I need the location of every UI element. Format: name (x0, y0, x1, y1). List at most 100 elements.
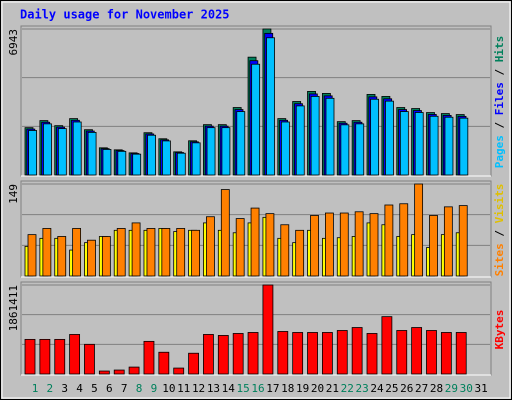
x-tick-label: 11 (177, 382, 190, 395)
bar (355, 123, 365, 176)
x-tick-label: 13 (207, 382, 220, 395)
x-tick-label: 10 (162, 382, 175, 395)
bar (220, 189, 230, 277)
bar (131, 222, 141, 277)
bar (310, 215, 319, 277)
bar (351, 327, 363, 375)
bar (429, 215, 438, 277)
bar (414, 112, 424, 176)
x-tick-label: 7 (121, 382, 128, 395)
bar (158, 351, 170, 375)
bar (132, 153, 142, 176)
bar (113, 369, 125, 375)
bar (72, 228, 82, 277)
bar (340, 124, 350, 176)
x-tick-label: 17 (266, 382, 279, 395)
legend-separator: / (493, 115, 506, 135)
legend-separator: / (493, 62, 506, 82)
x-tick-label: 5 (91, 382, 98, 395)
bar (42, 228, 52, 277)
x-tick-label: 3 (61, 382, 68, 395)
bar (87, 239, 96, 277)
x-tick-label: 27 (415, 382, 428, 395)
x-tick-label: 19 (296, 382, 309, 395)
x-tick-label: 28 (430, 382, 443, 395)
bar (102, 149, 112, 176)
x-tick-label: 8 (136, 382, 143, 395)
bar (24, 338, 36, 375)
bar (87, 131, 97, 176)
bar (57, 128, 67, 176)
bar (370, 98, 380, 176)
bar (354, 211, 364, 277)
bar (444, 116, 454, 176)
bar (147, 134, 156, 176)
bar (277, 331, 289, 375)
bar (188, 352, 199, 375)
bar (235, 218, 245, 277)
bar (116, 228, 126, 277)
y-tick-label: 1861411 (7, 285, 20, 331)
bar (266, 37, 275, 176)
bar (84, 343, 95, 375)
bar (57, 236, 67, 277)
bar (440, 332, 452, 375)
bar (366, 333, 378, 375)
x-tick-label: 31 (474, 382, 487, 395)
bar (143, 340, 155, 375)
x-tick-label: 24 (370, 382, 384, 395)
bar (146, 228, 156, 277)
bar (203, 334, 214, 375)
bar (101, 236, 111, 277)
bar (251, 63, 261, 176)
bar (128, 366, 140, 375)
bar (176, 152, 186, 176)
bar (250, 207, 260, 277)
x-tick-label: 14 (222, 382, 236, 395)
bar (236, 111, 246, 176)
bar (72, 121, 82, 176)
bar (325, 97, 335, 176)
x-tick-label: 18 (281, 382, 294, 395)
bar (381, 316, 393, 375)
x-tick-label: 12 (192, 382, 205, 395)
bar (191, 142, 201, 176)
bar (396, 330, 408, 375)
bar (176, 228, 186, 277)
bar (384, 204, 394, 277)
legend-entry: KBytes (493, 310, 506, 350)
legend-separator: / (493, 223, 506, 243)
x-tick-label: 30 (460, 382, 473, 395)
legend: Pages / Files / Hits (493, 36, 506, 169)
bar (69, 334, 81, 375)
y-tick-label: 149 (7, 184, 20, 204)
bar (221, 127, 231, 176)
x-tick-label: 22 (341, 382, 354, 395)
bar (429, 115, 439, 176)
bar (339, 212, 349, 277)
x-tick-label: 21 (326, 382, 339, 395)
bar (206, 216, 215, 277)
bar (321, 332, 333, 375)
legend-entry: Visits (493, 184, 506, 224)
x-tick-label: 23 (356, 382, 369, 395)
legend-entry: Hits (493, 36, 506, 63)
bar (426, 330, 437, 375)
bar (206, 127, 216, 176)
x-tick-label: 4 (76, 382, 83, 395)
x-tick-label: 15 (237, 382, 250, 395)
bar (117, 150, 127, 176)
bar (414, 183, 424, 277)
bar (27, 234, 37, 277)
bar (295, 105, 305, 176)
legend-entry: Sites (493, 243, 506, 276)
bar (310, 96, 320, 176)
bar (173, 367, 185, 375)
x-tick-label: 16 (251, 382, 264, 395)
bar (162, 140, 171, 176)
bar (295, 229, 305, 277)
x-tick-label: 9 (151, 382, 158, 395)
